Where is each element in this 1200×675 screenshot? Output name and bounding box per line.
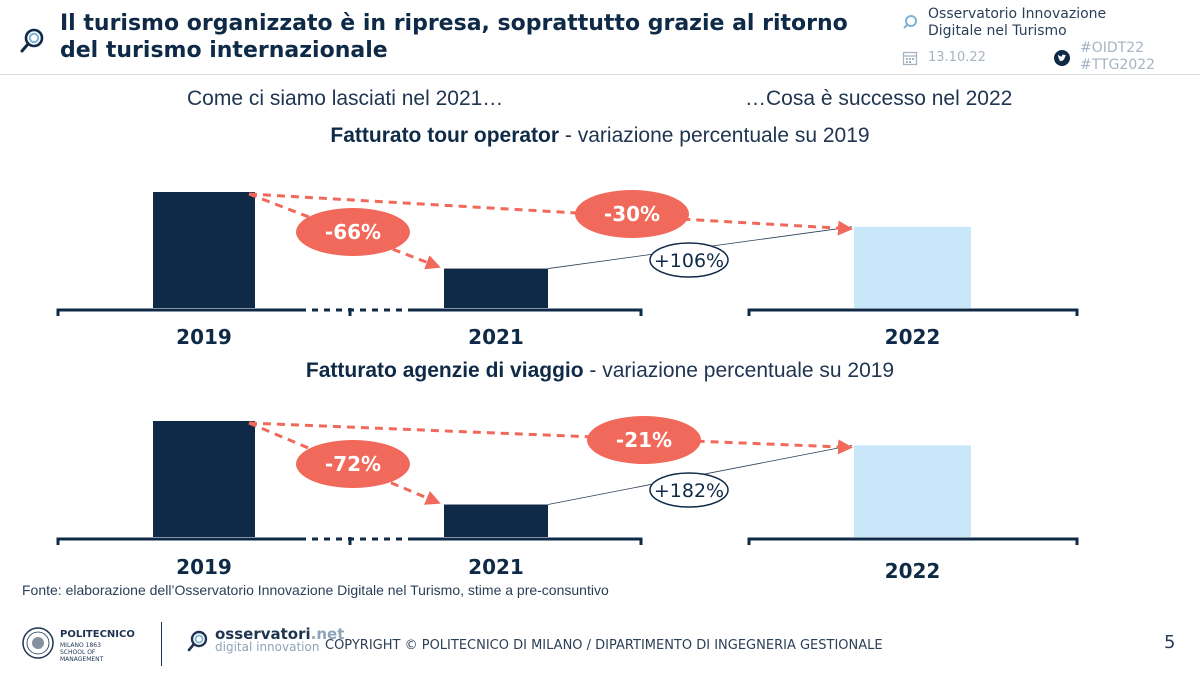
- subheading-2022: …Cosa è successo nel 2022: [745, 87, 1013, 110]
- twitter-icon: [1054, 50, 1070, 66]
- growth-badge-label: +182%: [654, 480, 724, 502]
- header-divider: [0, 74, 1200, 75]
- osservatori-brand: osservatori: [215, 625, 311, 643]
- politecnico-seal-icon: [22, 627, 54, 659]
- page-title: Il turismo organizzato è in ripresa, sop…: [60, 11, 848, 63]
- osservatori-tld: .net: [310, 625, 345, 643]
- source-note: Fonte: elaborazione dell’Osservatorio In…: [22, 582, 609, 598]
- osservatori-name: osservatori.net: [215, 627, 344, 642]
- chart-0: 2019 2021 2022 -66% -30% +106%: [56, 190, 1079, 349]
- bar-2022: [854, 226, 971, 308]
- category-label: 2021: [468, 325, 524, 349]
- arrow-2019-2022: [248, 192, 853, 236]
- change-pill-label: -30%: [604, 202, 660, 226]
- politecnico-school: SCHOOL OF MANAGEMENT: [60, 649, 104, 663]
- category-label: 2019: [176, 325, 232, 349]
- footer-divider: [161, 622, 162, 666]
- magnifier-logo-icon: [20, 28, 44, 53]
- change-pill: [575, 190, 689, 238]
- bar-2021: [444, 268, 548, 308]
- chart-1: 2019 2021 2022 -72% -21% +182%: [56, 416, 1079, 583]
- axis-left-segment: [56, 308, 300, 316]
- charts-canvas: 2019 2021 2022 -66% -30% +106% 2019 2021 2022 -72…: [56, 190, 1079, 583]
- bar-2022: [854, 445, 971, 537]
- axis-mid-segment: [408, 537, 643, 545]
- change-pill: [587, 416, 701, 464]
- politecnico-city: MILANO 1863: [60, 642, 101, 649]
- politecnico-sub: MILANO 1863 SCHOOL OF MANAGEMENT: [60, 642, 140, 663]
- category-label: 2022: [885, 325, 941, 349]
- osservatori-tagline: digital innovation: [215, 640, 320, 654]
- hashtags: #OIDT22 #TTG2022: [1080, 40, 1155, 74]
- copyright-notice: COPYRIGHT © POLITECNICO DI MILANO / DIPA…: [325, 638, 883, 653]
- change-pill-label: -72%: [325, 452, 381, 476]
- chart-title-rest: - variazione percentuale su 2019: [583, 359, 895, 382]
- category-label: 2021: [468, 555, 524, 579]
- event-date: 13.10.22: [928, 50, 986, 65]
- growth-badge: [649, 472, 729, 508]
- subheading-2021: Come ci siamo lasciati nel 2021…: [187, 87, 504, 110]
- politecnico-name: POLITECNICO: [60, 629, 135, 640]
- axis-mid-segment: [408, 308, 643, 316]
- axis-left-segment: [56, 537, 300, 545]
- observatory-icon: [903, 15, 917, 29]
- axis-right-segment: [747, 308, 1079, 316]
- growth-badge: [649, 242, 729, 278]
- chart-title-travel-agencies: Fatturato agenzie di viaggio - variazion…: [0, 359, 1200, 383]
- arrow-2019-2022: [248, 421, 853, 455]
- calendar-icon: [902, 51, 918, 66]
- growth-badge-label: +106%: [654, 250, 724, 272]
- axis-right-segment: [747, 537, 1079, 545]
- chart-title-tour-operator: Fatturato tour operator - variazione per…: [0, 124, 1200, 148]
- hashtag-oidt22[interactable]: #OIDT22: [1080, 40, 1145, 56]
- bar-2021: [444, 504, 548, 537]
- bar-2019: [153, 421, 255, 537]
- change-pill-label: -21%: [616, 428, 672, 452]
- change-pill: [296, 440, 410, 488]
- category-label: 2019: [176, 555, 232, 579]
- page-number: 5: [1164, 632, 1176, 653]
- change-pill: [296, 208, 410, 256]
- change-pill-label: -66%: [325, 220, 381, 244]
- chart-title-bold: Fatturato tour operator: [330, 124, 560, 147]
- osservatori-logo-icon: [187, 630, 208, 652]
- chart-title-rest: - variazione percentuale su 2019: [559, 124, 870, 147]
- hashtag-ttg2022[interactable]: #TTG2022: [1080, 57, 1156, 73]
- category-label: 2022: [885, 559, 941, 583]
- chart-title-bold: Fatturato agenzie di viaggio: [305, 359, 584, 382]
- observatory-name: Osservatorio Innovazione Digitale nel Tu…: [928, 6, 1107, 39]
- bar-2019: [153, 192, 255, 308]
